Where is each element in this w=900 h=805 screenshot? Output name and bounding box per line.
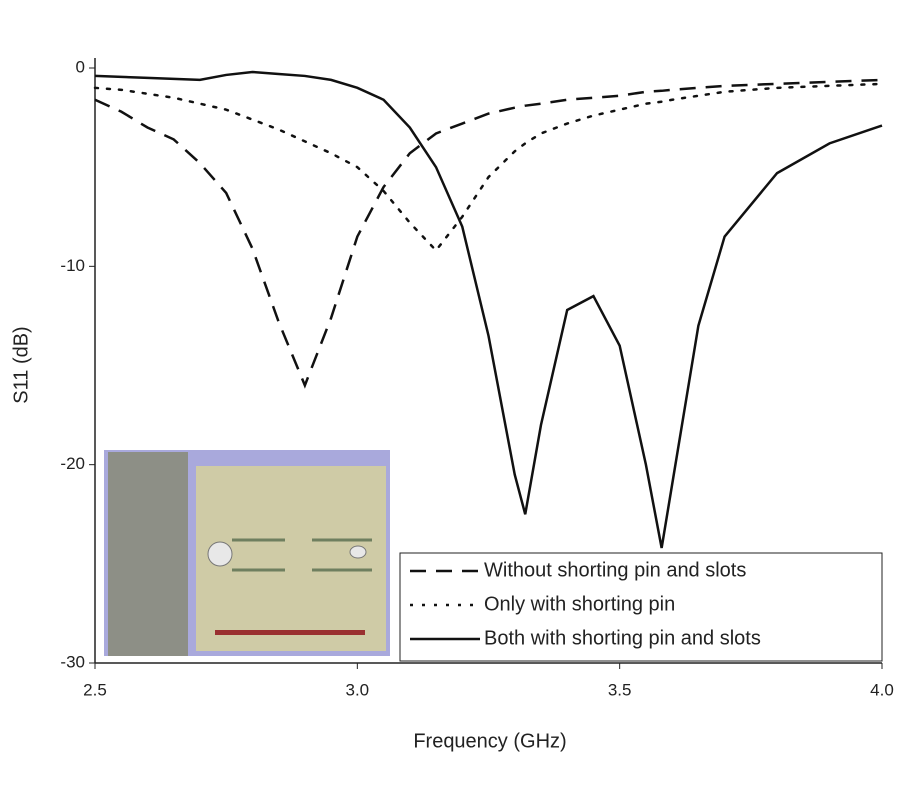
x-axis-label: Frequency (GHz) xyxy=(413,730,566,752)
series-line xyxy=(94,70,883,549)
y-tick-label: -30 xyxy=(60,652,85,671)
y-tick-label: 0 xyxy=(76,57,85,76)
y-axis-label: S11 (dB) xyxy=(10,326,32,403)
series-line xyxy=(94,78,883,389)
x-tick-label: 3.0 xyxy=(346,680,370,699)
legend-label: Only with shorting pin xyxy=(484,593,675,615)
legend-box xyxy=(399,552,883,662)
legend-label: Both with shorting pin and slots xyxy=(484,627,761,649)
x-tick-label: 4.0 xyxy=(870,680,894,699)
series-line xyxy=(93,82,884,253)
x-tick-label: 3.5 xyxy=(608,680,632,699)
legend-label: Without shorting pin and slots xyxy=(484,559,746,581)
x-tick-label: 2.5 xyxy=(83,680,107,699)
inset-photo xyxy=(104,450,390,656)
y-tick-label: -10 xyxy=(60,256,85,275)
y-tick-label: -20 xyxy=(60,454,85,473)
